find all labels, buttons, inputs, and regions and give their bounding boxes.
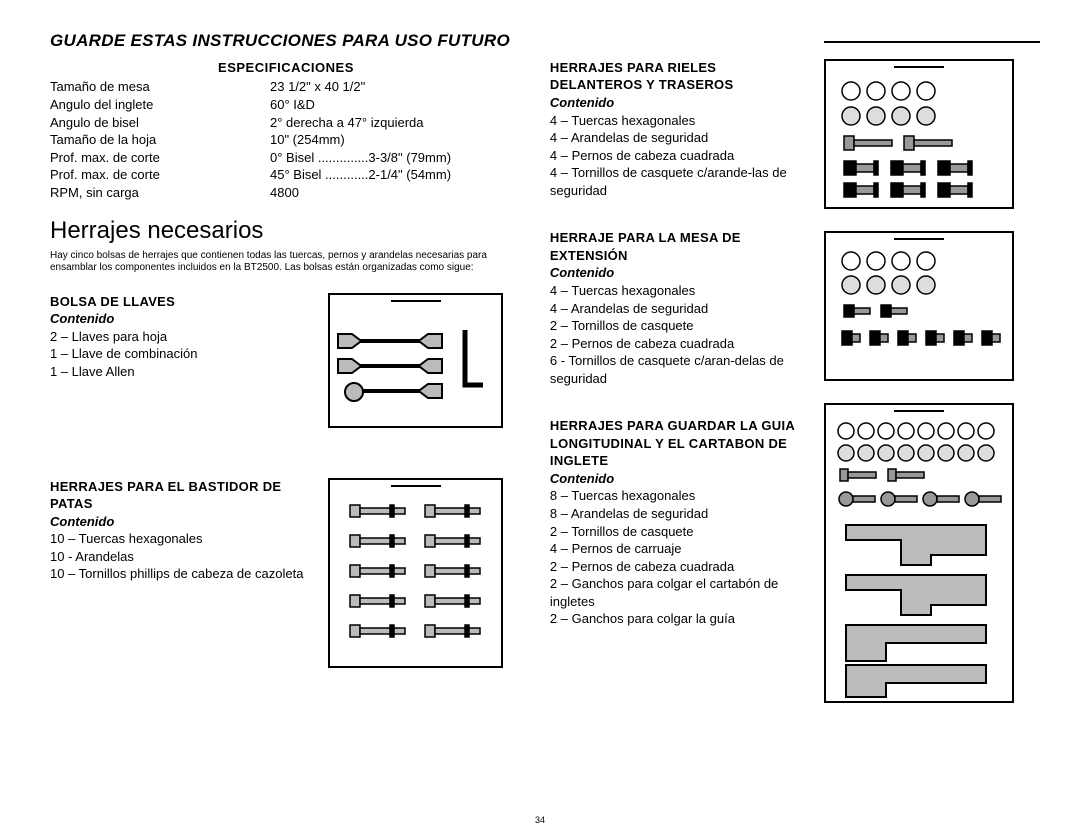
illus-tab-icon: [894, 410, 944, 416]
list-item: 6 - Tornillos de casquete c/aran-delas d…: [550, 352, 796, 387]
spec-label: Prof. max. de corte: [50, 149, 270, 167]
list-item: 4 – Tuercas hexagonales: [550, 112, 796, 130]
spec-value: 0° Bisel ..............3-3/8" (79mm): [270, 149, 522, 167]
middle-column: HERRAJES PARA RIELES DELANTEROS Y TRASER…: [550, 59, 796, 703]
illus-tab-icon: [391, 300, 441, 306]
illustration-extension: [824, 231, 1014, 381]
list-item: 8 – Tuercas hexagonales: [550, 487, 796, 505]
list-item: 10 – Tuercas hexagonales: [50, 530, 310, 548]
list-item: 4 – Arandelas de seguridad: [550, 300, 796, 318]
list-item: 1 – Llave de combinación: [50, 345, 310, 363]
bag-guardar-contenido: Contenido: [550, 470, 796, 488]
spec-value: 2° derecha a 47° izquierda: [270, 114, 522, 132]
spec-value: 60° I&D: [270, 96, 522, 114]
list-item: 2 – Llaves para hoja: [50, 328, 310, 346]
bag-llaves-title: BOLSA DE LLAVES: [50, 293, 310, 311]
bag-bastidor-contenido: Contenido: [50, 513, 310, 531]
page-number: 34: [535, 814, 545, 826]
spec-label: Prof. max. de corte: [50, 166, 270, 184]
spec-value: 10" (254mm): [270, 131, 522, 149]
list-item: 2 – Tornillos de casquete: [550, 523, 796, 541]
list-item: 10 - Arandelas: [50, 548, 310, 566]
illustration-bastidor: [328, 478, 503, 668]
list-item: 8 – Arandelas de seguridad: [550, 505, 796, 523]
bag-extension-title: HERRAJE PARA LA MESA DE EXTENSIÓN: [550, 229, 796, 264]
bag-rieles-title: HERRAJES PARA RIELES DELANTEROS Y TRASER…: [550, 59, 796, 94]
illus-tab-icon: [894, 238, 944, 244]
illus-tab-icon: [894, 66, 944, 72]
list-item: 4 – Arandelas de seguridad: [550, 129, 796, 147]
spec-value: 45° Bisel ............2-1/4" (54mm): [270, 166, 522, 184]
spec-value: 4800: [270, 184, 522, 202]
bag-llaves-contenido: Contenido: [50, 310, 310, 328]
illustration-rieles: [824, 59, 1014, 209]
spec-label: Tamaño de la hoja: [50, 131, 270, 149]
bag-guardar-title: HERRAJES PARA GUARDAR LA GUIA LONGITUDIN…: [550, 417, 796, 470]
hardware-intro: Hay cinco bolsas de herrajes que contien…: [50, 250, 522, 275]
list-item: 1 – Llave Allen: [50, 363, 310, 381]
hardware-heading: Herrajes necesarios: [50, 215, 522, 247]
list-item: 2 – Ganchos para colgar la guía: [550, 610, 796, 628]
illustration-guardar: [824, 403, 1014, 703]
bag-bastidor-title: HERRAJES PARA EL BASTIDOR DE PATAS: [50, 478, 310, 513]
spec-label: RPM, sin carga: [50, 184, 270, 202]
bag-extension-contenido: Contenido: [550, 264, 796, 282]
spec-label: Tamaño de mesa: [50, 78, 270, 96]
spec-label: Angulo del inglete: [50, 96, 270, 114]
content-columns: ESPECIFICACIONES Tamaño de mesa23 1/2" x…: [50, 59, 1040, 703]
list-item: 4 – Pernos de cabeza cuadrada: [550, 147, 796, 165]
illustration-llaves: [328, 293, 503, 428]
list-item: 2 – Ganchos para colgar el cartabón de i…: [550, 575, 796, 610]
specs-title: ESPECIFICACIONES: [50, 59, 522, 77]
list-item: 4 – Tornillos de casquete c/arande-las d…: [550, 164, 796, 199]
bag-rieles-contenido: Contenido: [550, 94, 796, 112]
list-item: 4 – Tuercas hexagonales: [550, 282, 796, 300]
spec-label: Angulo de bisel: [50, 114, 270, 132]
spec-value: 23 1/2" x 40 1/2": [270, 78, 522, 96]
illus-tab-icon: [391, 485, 441, 491]
list-item: 10 – Tornillos phillips de cabeza de caz…: [50, 565, 310, 583]
list-item: 2 – Pernos de cabeza cuadrada: [550, 558, 796, 576]
list-item: 2 – Tornillos de casquete: [550, 317, 796, 335]
left-column: ESPECIFICACIONES Tamaño de mesa23 1/2" x…: [50, 59, 522, 703]
list-item: 2 – Pernos de cabeza cuadrada: [550, 335, 796, 353]
header-title: GUARDE ESTAS INSTRUCCIONES PARA USO FUTU…: [50, 30, 510, 53]
list-item: 4 – Pernos de carruaje: [550, 540, 796, 558]
specs-table: Tamaño de mesa23 1/2" x 40 1/2" Angulo d…: [50, 78, 522, 201]
right-column: [824, 59, 1040, 703]
header-rule: [824, 41, 1040, 43]
